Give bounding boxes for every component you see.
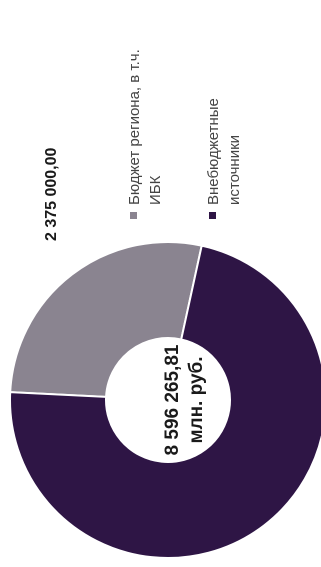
legend: Бюджет региона, в т.ч. ИБК Внебюджетные … — [126, 49, 243, 219]
legend-label-offbudget-line1: Внебюджетные — [205, 98, 222, 205]
center-total: 8 596 265,81 — [162, 344, 183, 455]
legend-swatch-offbudget — [209, 212, 216, 219]
legend-swatch-budget — [130, 212, 137, 219]
legend-label-offbudget-line2: источники — [226, 135, 243, 205]
legend-label-budget-line1: Бюджет региона, в т.ч. — [126, 49, 143, 205]
center-unit: млн. руб. — [186, 356, 207, 443]
legend-label-budget-line2: ИБК — [147, 175, 164, 205]
donut-hole — [106, 338, 230, 462]
slice-value-label-budget: 2 375 000,00 — [43, 147, 60, 241]
